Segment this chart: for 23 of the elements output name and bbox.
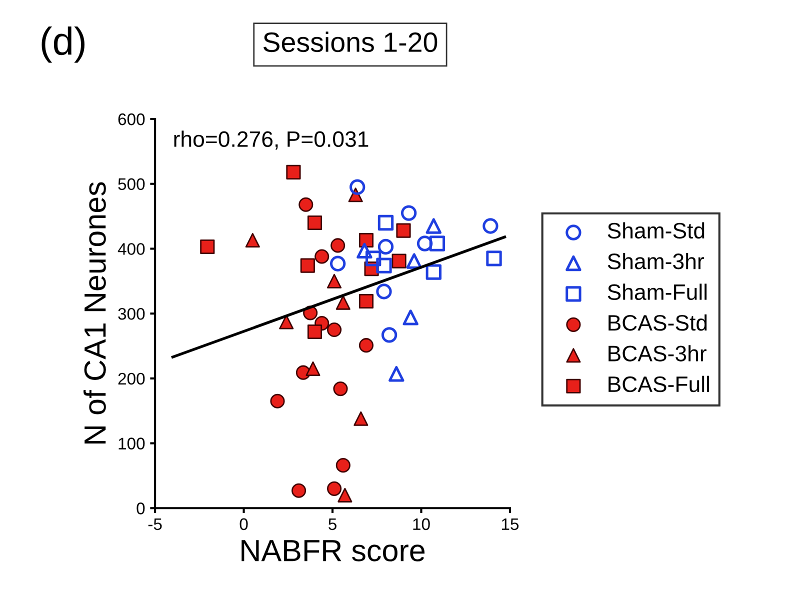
- legend-label: BCAS-Std: [608, 314, 707, 331]
- x-tick-label: 10: [413, 518, 430, 530]
- legend-label: Sham-Std: [608, 222, 704, 239]
- x-tick-label: 5: [328, 518, 336, 530]
- x-tick-label: -5: [148, 518, 162, 530]
- text: (d): [42, 26, 84, 63]
- x-tick-label: 0: [240, 518, 248, 530]
- y-axis-title: N of CA1 Neurones: [84, 182, 106, 444]
- legend-label: Sham-3hr: [608, 252, 704, 270]
- annotation: rho=0.276, P=0.031: [174, 130, 368, 150]
- chart-title: Sessions 1-20: [263, 32, 438, 52]
- legend-label: BCAS-Full: [608, 376, 710, 392]
- y-tick-label: 0: [136, 502, 145, 514]
- y-tick-label: 100: [118, 438, 145, 450]
- y-tick-label: 200: [118, 372, 145, 385]
- y-tick-label: 500: [118, 178, 145, 190]
- y-tick-label: 300: [118, 308, 145, 320]
- x-axis-title: NABFR score: [242, 540, 425, 562]
- legend-label: Sham-Full: [608, 284, 707, 300]
- legend-label: BCAS-3hr: [608, 345, 706, 362]
- y-tick-label: 400: [118, 243, 145, 255]
- y-tick-label: 600: [118, 113, 145, 126]
- x-tick-label: 15: [502, 518, 519, 530]
